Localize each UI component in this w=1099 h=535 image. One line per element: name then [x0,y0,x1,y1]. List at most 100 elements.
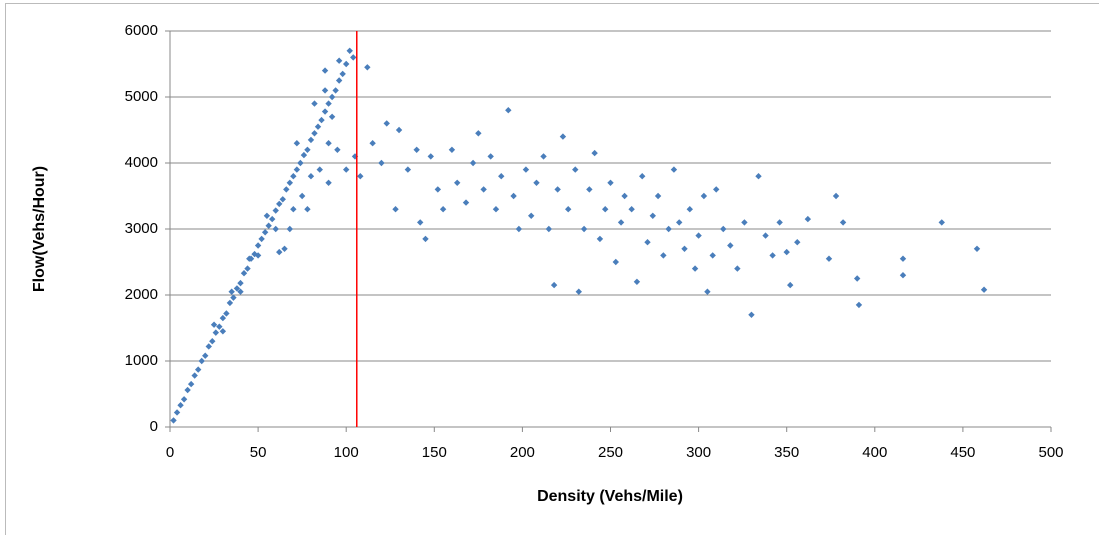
point [559,133,567,140]
point [591,149,598,157]
x-tick-label: 250 [598,444,623,461]
point [237,288,244,295]
x-axis-title: Density (Vehs/Mile) [537,488,683,505]
point [177,402,184,409]
point [654,192,662,200]
point [528,212,535,219]
point [734,265,741,272]
point [686,206,693,213]
point [899,255,907,262]
point [980,286,988,293]
point [325,140,332,147]
point [314,123,322,130]
point [649,212,656,219]
point [307,136,315,144]
point [395,126,403,134]
point [350,54,357,61]
point [325,179,332,186]
point [938,219,945,226]
point [187,380,195,388]
x-tick-label: 400 [862,444,887,461]
point [357,173,364,180]
point [321,87,329,94]
point [202,352,209,359]
y-tick-label: 4000 [125,154,158,171]
x-tick-label: 350 [774,444,799,461]
point [554,186,561,193]
point [709,252,716,259]
point [617,219,625,226]
point [783,248,790,256]
point [216,323,223,330]
point [550,281,558,289]
y-axis-title: Flow(Vehs/Hour) [31,166,48,292]
point [272,225,279,233]
point [660,252,667,259]
point [279,196,286,203]
point [346,47,353,54]
point [307,173,315,180]
point [665,225,672,233]
x-tick-label: 500 [1038,444,1063,461]
point [691,265,699,272]
point [540,153,547,160]
point [899,272,907,279]
point [283,186,290,193]
point [297,159,304,167]
point [210,321,218,328]
point [272,207,279,214]
point [258,235,265,243]
point [575,288,582,295]
y-tick-label: 2000 [125,286,158,303]
point [286,225,294,233]
point [454,179,461,186]
point [392,206,399,213]
point [510,192,517,200]
point [334,146,341,153]
point [298,192,306,200]
point [194,366,202,373]
point [378,159,385,167]
point [343,60,350,68]
point [462,199,470,206]
point [475,130,482,137]
point [286,179,294,186]
point [237,279,244,287]
x-tick-label: 50 [250,444,267,461]
point [628,206,635,213]
point [281,245,288,252]
point [413,146,420,153]
point [290,173,297,180]
point [228,288,235,295]
point [321,108,329,115]
point [339,70,346,78]
point [191,372,198,379]
point [318,116,325,124]
point [316,166,323,173]
point [644,239,651,246]
x-tick-label: 150 [422,444,447,461]
point [448,146,456,153]
point [335,77,343,84]
point [533,179,540,186]
point [205,343,212,350]
y-tick-label: 3000 [125,220,158,237]
point [233,285,241,292]
point [755,173,762,180]
point [254,242,262,249]
point [596,235,604,243]
point [973,245,981,252]
point [261,229,269,236]
x-tick-label: 200 [510,444,535,461]
y-tick-label: 0 [150,418,158,435]
point [328,113,336,120]
point [498,173,505,180]
point [184,386,191,394]
point [572,166,579,173]
point [580,225,588,233]
point [311,130,318,137]
point [180,396,188,403]
point [633,278,641,285]
point [804,215,812,223]
